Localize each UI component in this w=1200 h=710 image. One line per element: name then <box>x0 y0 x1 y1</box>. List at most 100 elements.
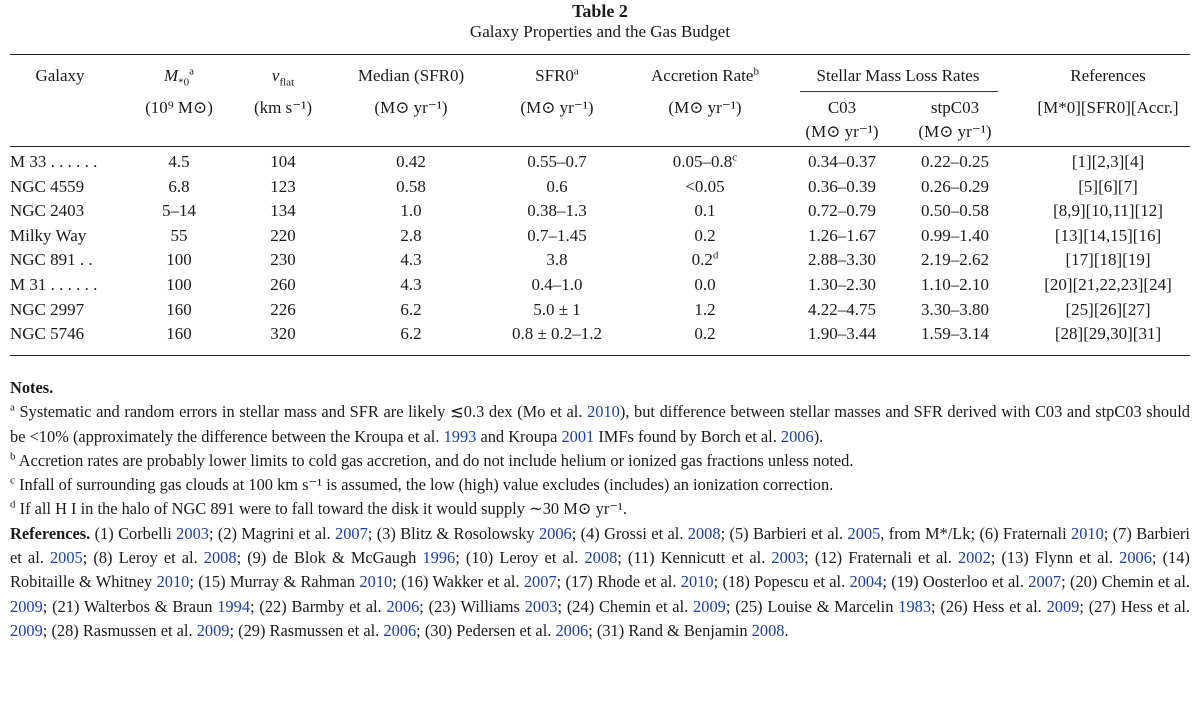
unit-stpc03: (M⊙ yr⁻¹) <box>918 122 992 141</box>
reference-year-link[interactable]: 2006 <box>1119 548 1152 568</box>
reference-year-link[interactable]: 2009 <box>10 596 43 616</box>
cell-vflat: 260 <box>270 275 296 294</box>
unit-vflat: (km s⁻¹) <box>254 98 312 117</box>
cell-stpc03: 0.22–0.25 <box>921 152 989 171</box>
reference-item: (13) Flynn et al. 2006; <box>1001 548 1163 568</box>
cell-median-sfr: 6.2 <box>400 324 422 344</box>
reference-year-link[interactable]: 1996 <box>422 548 456 568</box>
reference-year-link[interactable]: 2009 <box>1046 596 1080 616</box>
reference-year-link[interactable]: 2009 <box>693 596 726 616</box>
cell-accretion: 0.0 <box>694 275 716 294</box>
reference-item: (15) Murray & Rahman 2010; <box>198 572 402 592</box>
reference-item: (16) Wakker et al. 2007; <box>401 572 566 592</box>
bottom-rule <box>10 355 1190 356</box>
cell-accretion: 0.1 <box>694 201 716 221</box>
reference-year-link[interactable]: 1983 <box>898 596 932 616</box>
cell-sfr0: 0.6 <box>546 176 568 196</box>
cell-stpc03: 1.10–2.10 <box>921 275 989 294</box>
cell-vflat: 320 <box>270 324 296 344</box>
reference-year-link[interactable]: 2009 <box>10 620 43 640</box>
reference-year-link[interactable]: 2008 <box>751 620 785 640</box>
reference-year-link[interactable]: 2010 <box>359 572 393 592</box>
reference-year-link[interactable]: 2010 <box>156 572 190 592</box>
reference-item: (11) Kennicutt et al. 2003; <box>627 548 815 568</box>
reference-year-link[interactable]: 2007 <box>1028 572 1062 592</box>
cell-references: [28][29,30][31] <box>1054 324 1162 344</box>
reference-item: (6) Fraternali 2010; <box>979 523 1113 543</box>
cell-vflat: 230 <box>270 250 296 270</box>
reference-item: (24) Chemin et al. 2009; <box>566 596 736 616</box>
reference-item: (27) Hess et al. 2009; <box>10 596 1191 640</box>
cell-vflat: 123 <box>270 176 296 196</box>
cell-mass: 4.5 <box>168 152 190 171</box>
reference-item: (19) Oosterloo et al. 2007; <box>891 572 1070 592</box>
note-c: c Infall of surrounding gas clouds at 10… <box>10 474 834 495</box>
reference-item: (12) Fraternali et al. 2002; <box>814 548 1002 568</box>
cell-mass: 6.8 <box>168 176 190 196</box>
header-vflat: vflat <box>271 66 295 89</box>
cell-galaxy: Milky Way <box>10 225 87 245</box>
cell-mass: 100 <box>166 250 192 270</box>
cell-stpc03: 1.59–3.14 <box>921 324 989 344</box>
unit-mass: (10⁹ M⊙) <box>145 98 213 117</box>
cell-references: [1][2,3][4] <box>1071 152 1145 171</box>
reference-year-link[interactable]: 2006 <box>538 523 572 543</box>
reference-year-link[interactable]: 2004 <box>849 572 883 592</box>
reference-item: (21) Walterbos & Braun 1994; <box>52 596 260 616</box>
reference-year-link[interactable]: 2003 <box>524 596 558 616</box>
reference-year-link[interactable]: 2006 <box>383 620 417 640</box>
top-rule <box>10 54 1190 55</box>
reference-year-link[interactable]: 2007 <box>335 523 368 543</box>
unit-c03: (M⊙ yr⁻¹) <box>805 122 879 141</box>
cell-median-sfr: 1.0 <box>400 201 422 221</box>
header-references: References <box>1070 66 1146 85</box>
reference-year-link[interactable]: 2005 <box>49 548 83 568</box>
reference-year-link[interactable]: 2003 <box>176 523 209 543</box>
reference-item: (8) Leroy et al. 2008; <box>93 548 248 568</box>
cell-stpc03: 3.30–3.80 <box>921 299 989 319</box>
cell-mass: 5–14 <box>162 201 196 221</box>
cell-sfr0: 3.8 <box>546 250 568 270</box>
notes-heading: Notes. <box>10 378 54 397</box>
reference-year-link[interactable]: 2008 <box>687 523 721 543</box>
reference-year-link[interactable]: 2007 <box>523 572 557 592</box>
reference-year-link[interactable]: 2005 <box>847 523 881 543</box>
header-stellar-mass-loss: Stellar Mass Loss Rates <box>816 66 980 85</box>
reference-year-link[interactable]: 2009 <box>196 620 230 640</box>
table-title: Table 2 <box>572 1 628 21</box>
header-mass: M*0a <box>163 65 195 89</box>
cell-accretion: 0.2 <box>694 225 716 245</box>
reference-year-link[interactable]: 2010 <box>1071 523 1104 543</box>
cell-median-sfr: 0.58 <box>396 176 426 196</box>
cell-median-sfr: 0.42 <box>396 152 426 171</box>
reference-year-link[interactable]: 2002 <box>957 548 991 568</box>
cell-c03: 0.72–0.79 <box>808 201 876 221</box>
reference-year-link[interactable]: 1994 <box>217 596 251 616</box>
reference-item: (10) Leroy et al. 2008; <box>465 548 628 568</box>
cell-vflat: 134 <box>270 201 296 221</box>
reference-year-link[interactable]: 2008 <box>584 548 618 568</box>
reference-item: (18) Popescu et al. 2004; <box>722 572 892 592</box>
cell-references: [17][18][19] <box>1065 250 1151 270</box>
cell-median-sfr: 2.8 <box>400 225 422 245</box>
cell-stpc03: 0.26–0.29 <box>921 176 989 196</box>
cell-galaxy: NGC 5746 <box>10 324 85 344</box>
cell-c03: 0.36–0.39 <box>808 176 876 196</box>
reference-year-link[interactable]: 2006 <box>555 620 589 640</box>
reference-year-link[interactable]: 2006 <box>386 596 420 616</box>
cell-galaxy: NGC 891 . . <box>10 250 93 270</box>
reference-item: (1) Corbelli 2003; <box>94 523 218 543</box>
cell-c03: 1.26–1.67 <box>808 225 876 245</box>
cell-galaxy: M 33 . . . . . . <box>10 152 98 171</box>
cell-c03: 2.88–3.30 <box>808 250 876 270</box>
cell-references: [13][14,15][16] <box>1054 225 1162 245</box>
reference-year-link[interactable]: 2008 <box>203 548 237 568</box>
reference-item: (7) Barbieri et al. 2005; <box>10 523 1190 568</box>
reference-year-link[interactable]: 2003 <box>771 548 805 568</box>
unit-references: [M*0][SFR0][Accr.] <box>1037 98 1179 117</box>
cell-galaxy: M 31 . . . . . . <box>10 275 98 294</box>
cell-sfr0: 0.4–1.0 <box>531 275 583 294</box>
reference-year-link[interactable]: 2010 <box>680 572 714 592</box>
cell-sfr0: 0.7–1.45 <box>527 225 587 245</box>
